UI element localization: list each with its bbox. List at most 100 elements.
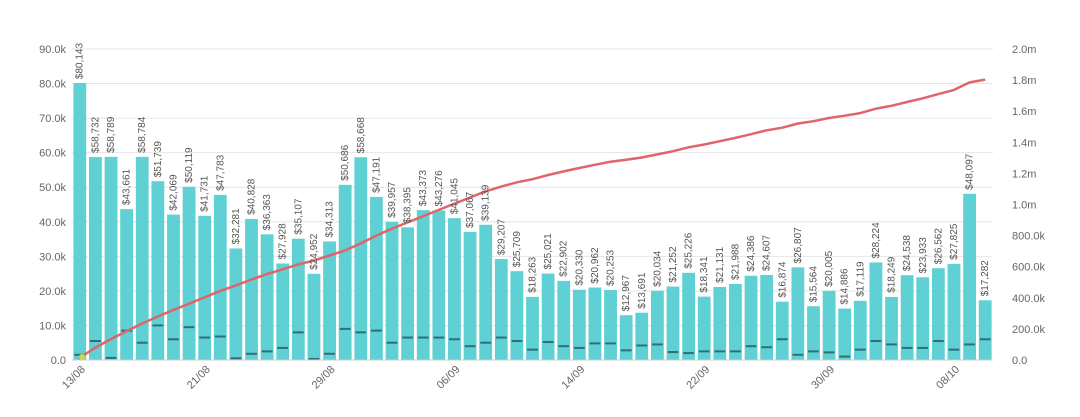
data-label: $20,005	[824, 250, 835, 287]
bar	[479, 224, 493, 360]
bar	[572, 289, 586, 360]
data-label: $36,363	[262, 194, 273, 231]
bar	[822, 290, 836, 360]
data-label: $51,739	[153, 141, 164, 178]
x-tick-label: 29/08	[310, 364, 338, 392]
x-tick-label: 06/09	[435, 364, 463, 392]
bar	[260, 234, 274, 360]
x-tick-label: 21/08	[185, 364, 213, 392]
data-label: $23,933	[918, 237, 929, 274]
data-label: $35,107	[293, 198, 304, 235]
data-label: $24,952	[309, 233, 320, 270]
bar	[775, 301, 789, 360]
bar	[713, 286, 727, 360]
bar	[432, 210, 446, 360]
y-left-tick-label: 60.0k	[39, 148, 66, 160]
data-label: $25,226	[684, 232, 695, 269]
bar	[931, 268, 945, 360]
data-label: $47,191	[371, 156, 382, 193]
y-right-tick-label: 1.8m	[1012, 75, 1036, 87]
data-label: $18,249	[887, 256, 898, 293]
data-label: $43,373	[418, 169, 429, 206]
data-label: $41,731	[200, 175, 211, 212]
bar	[369, 196, 383, 360]
y-right-tick-label: 1.2m	[1012, 168, 1036, 180]
data-label: $58,789	[106, 116, 117, 153]
data-label: $22,902	[559, 240, 570, 277]
data-label: $20,330	[574, 249, 585, 286]
bar	[869, 262, 883, 360]
bar	[978, 300, 992, 360]
data-label: $39,139	[481, 184, 492, 221]
bar	[307, 273, 321, 360]
bar	[338, 184, 352, 360]
data-label: $21,252	[668, 246, 679, 283]
bar	[838, 308, 852, 360]
y-right-tick-label: 0.0	[1012, 355, 1027, 367]
data-label: $25,021	[543, 233, 554, 270]
data-label: $43,661	[122, 168, 133, 205]
bar	[650, 290, 664, 360]
bar	[885, 296, 898, 360]
data-label: $58,732	[90, 116, 101, 153]
bar	[604, 290, 617, 360]
data-label: $50,686	[340, 144, 351, 181]
bar	[323, 241, 336, 360]
bar	[588, 287, 602, 360]
data-label: $20,034	[652, 250, 663, 287]
bar	[963, 193, 976, 360]
data-label: $37,067	[465, 191, 476, 228]
data-label: $24,538	[902, 235, 913, 272]
bar	[401, 227, 415, 360]
line-start-point	[79, 354, 85, 360]
y-right-tick-label: 800.0k	[1012, 231, 1046, 243]
bar	[791, 267, 805, 360]
bar	[526, 296, 539, 360]
bar	[557, 280, 571, 360]
y-right-tick-label: 200.0k	[1012, 324, 1046, 336]
bar	[619, 315, 633, 360]
data-label: $12,967	[621, 275, 632, 312]
data-label: $47,783	[215, 154, 226, 191]
bar	[494, 259, 508, 360]
bar	[182, 186, 196, 360]
bar	[291, 238, 305, 360]
y-left-tick-label: 30.0k	[39, 251, 66, 263]
bar	[916, 277, 930, 360]
data-label: $13,691	[637, 272, 648, 309]
data-label: $26,807	[793, 227, 804, 264]
data-label: $40,828	[247, 178, 258, 215]
data-label: $15,564	[809, 266, 820, 303]
bar	[135, 156, 149, 360]
bar	[198, 215, 212, 360]
x-tick-label: 14/09	[559, 364, 587, 392]
data-label: $21,131	[715, 246, 726, 283]
data-label: $16,874	[777, 261, 788, 298]
bar	[744, 275, 758, 360]
bars	[73, 83, 992, 361]
bar	[697, 296, 711, 360]
data-label: $39,957	[387, 181, 398, 218]
x-tick-label: 13/08	[60, 364, 88, 392]
data-label: $17,119	[855, 261, 866, 297]
bar	[167, 214, 180, 360]
y-left-tick-label: 0.0	[51, 355, 66, 367]
bar	[416, 210, 430, 360]
bar	[807, 306, 820, 360]
bar	[947, 263, 961, 360]
data-label: $27,825	[949, 223, 960, 260]
bar	[245, 218, 258, 360]
data-label: $38,395	[403, 187, 414, 224]
bar	[213, 194, 227, 360]
data-labels: $80,143 $58,732 $58,789 $43,661 $58,784 $51,7…	[75, 43, 991, 312]
data-label: $24,386	[746, 235, 757, 272]
bar	[89, 157, 102, 360]
data-label: $48,097	[965, 153, 976, 190]
bar	[682, 272, 696, 360]
bar	[120, 209, 134, 360]
data-label: $43,276	[434, 170, 445, 207]
data-label: $14,886	[840, 268, 851, 305]
x-tick-label: 30/09	[809, 364, 837, 392]
y-left-tick-label: 10.0k	[39, 320, 66, 332]
